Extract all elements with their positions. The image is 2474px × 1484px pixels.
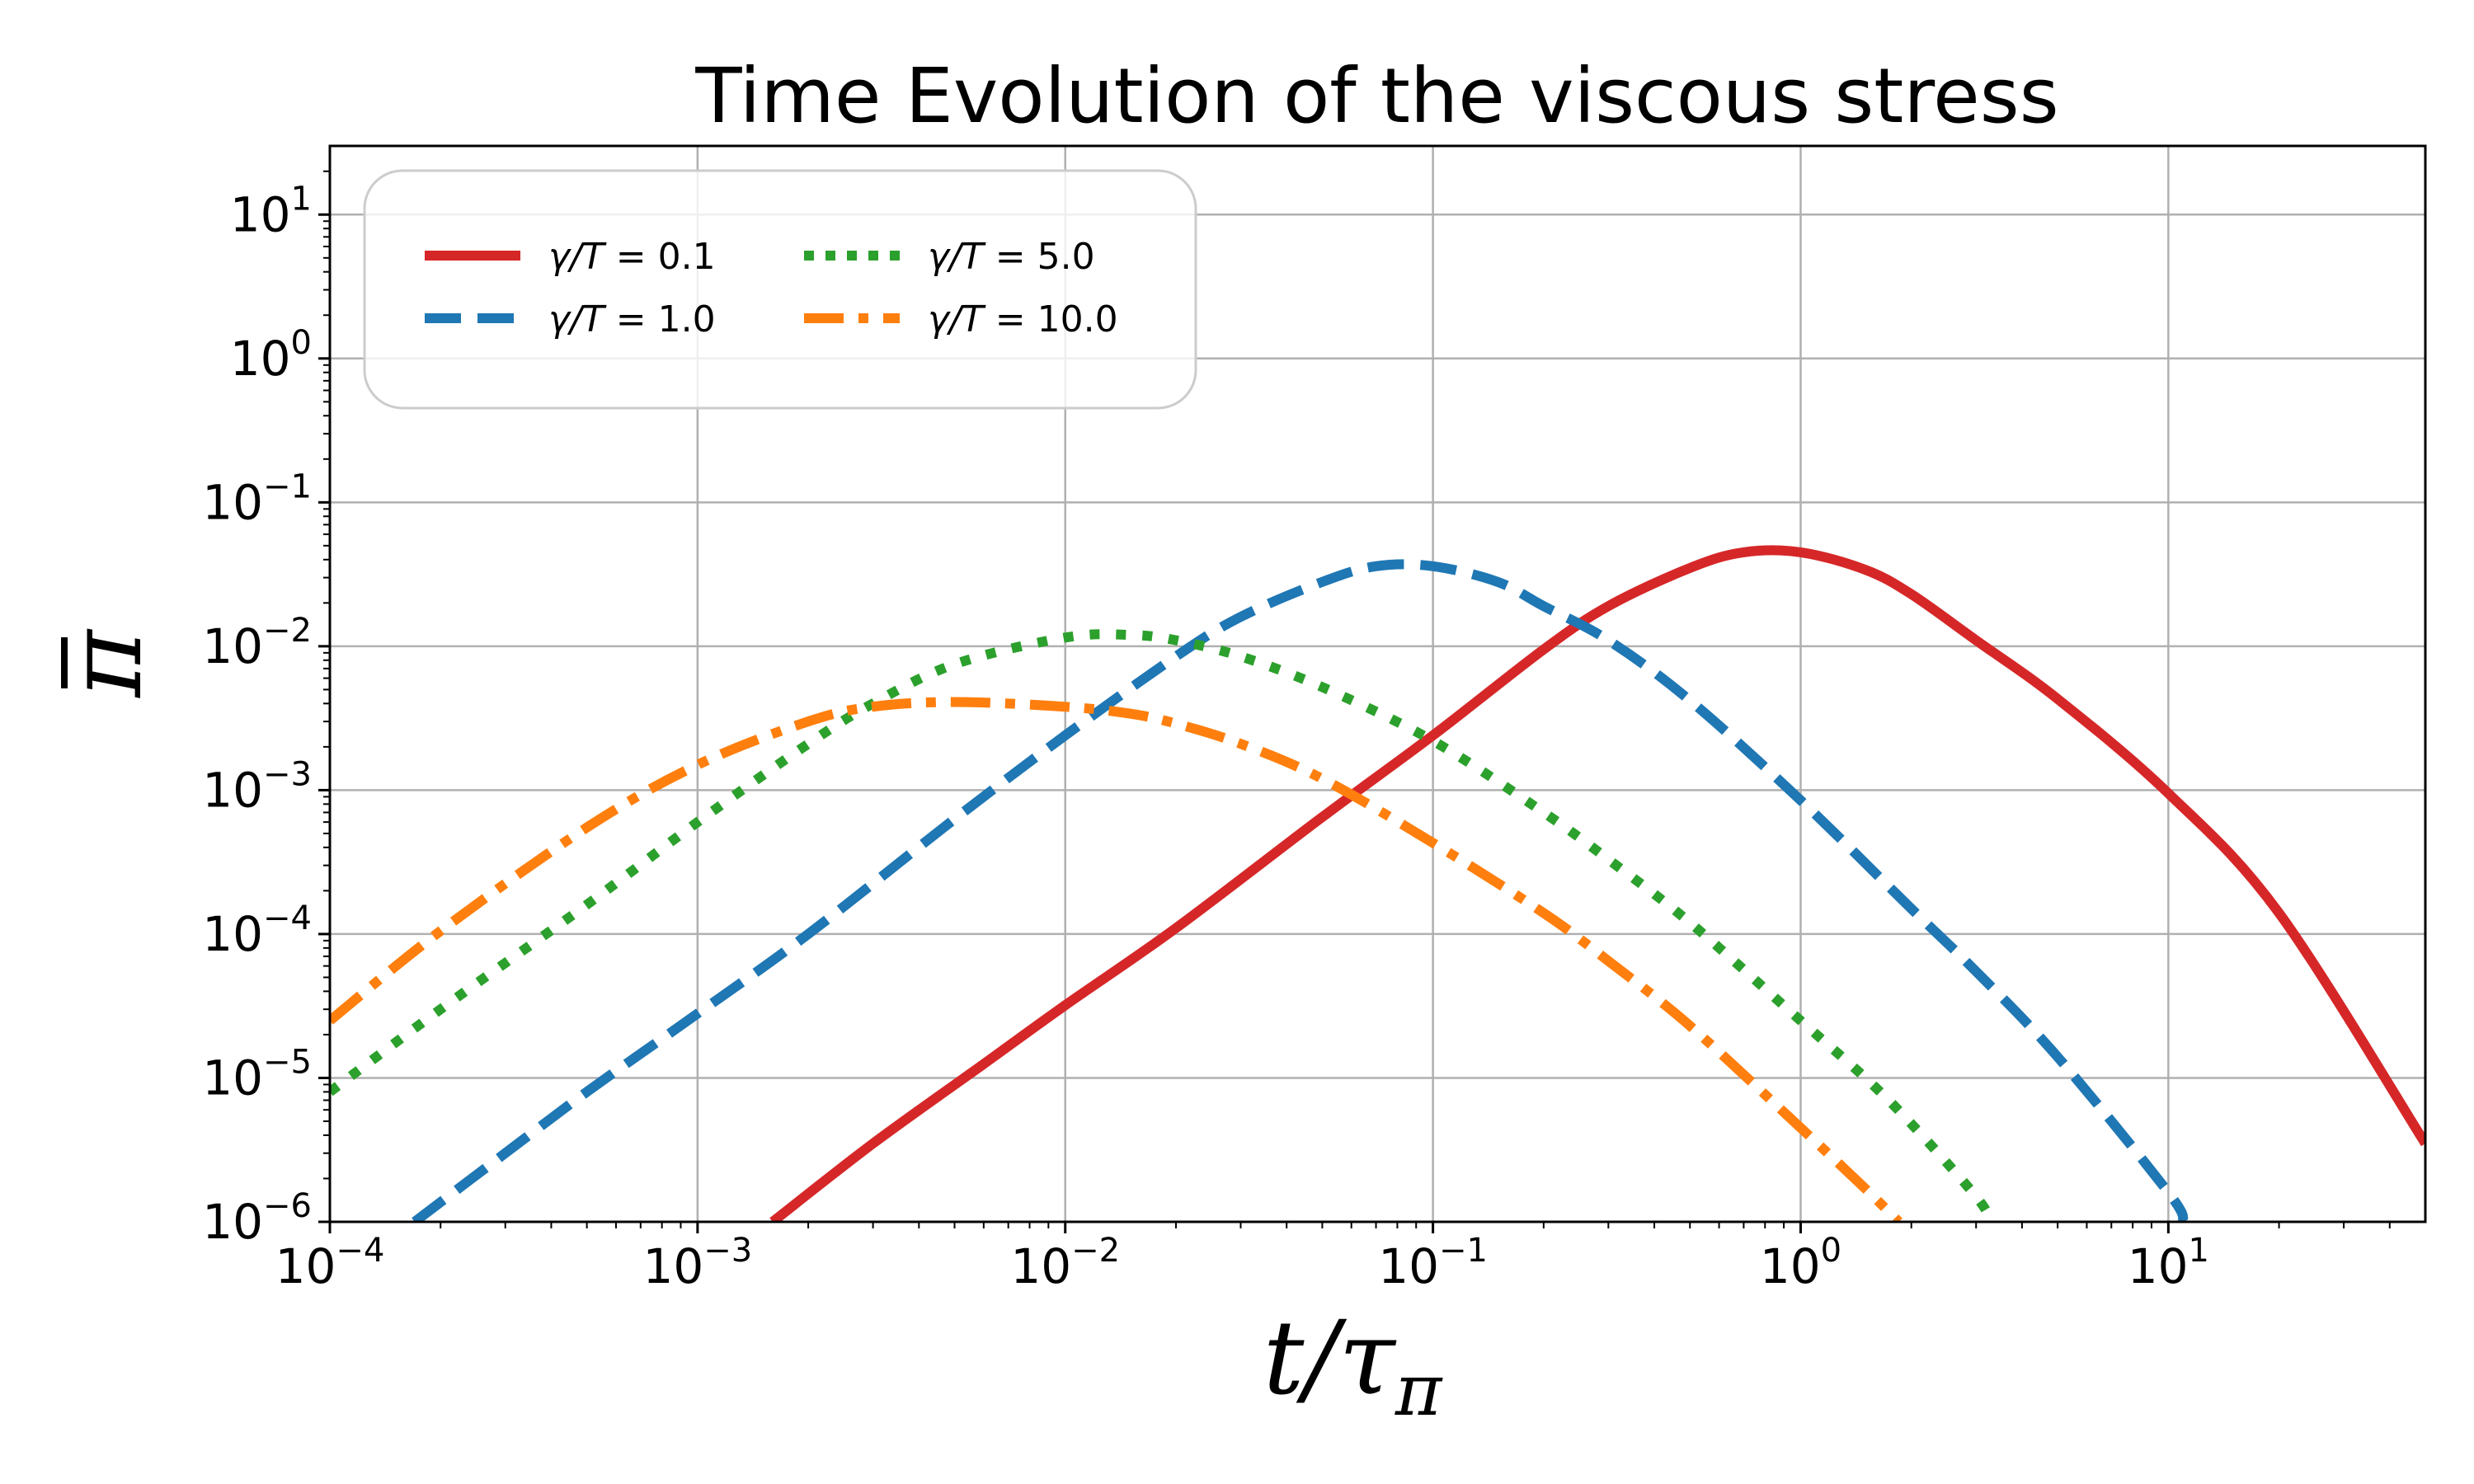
series-line-0 — [769, 545, 2425, 1222]
legend: γ/T = 0.1 γ/T = 1.0 γ/T = 5.0 γ/T = 10.0 — [363, 169, 1197, 410]
x-tick-label: 101 — [2128, 1232, 2209, 1294]
legend-label-0: γ/T = 0.1 — [548, 236, 716, 278]
y-ticks: 10−6 10−5 10−4 10−3 10−2 10−1 100 101 — [202, 180, 330, 1250]
y-tick-label: 10−6 — [202, 1187, 312, 1250]
y-axis-label: π — [46, 628, 165, 699]
legend-box — [363, 169, 1197, 410]
y-tick-label: 10−2 — [202, 612, 312, 674]
series-line-3 — [330, 697, 1903, 1222]
y-tick-label: 100 — [230, 324, 312, 387]
y-tick-label: 101 — [230, 180, 312, 242]
x-tick-label: 10−2 — [1010, 1232, 1120, 1294]
chart-title: Time Evolution of the viscous stress — [694, 52, 2058, 140]
y-tick-label: 10−3 — [202, 755, 312, 818]
x-tick-label: 10−4 — [275, 1232, 385, 1294]
legend-label-2: γ/T = 5.0 — [928, 236, 1095, 278]
legend-label-3: γ/T = 10.0 — [928, 298, 1118, 340]
y-tick-label: 10−4 — [202, 899, 312, 962]
y-tick-label: 10−5 — [202, 1043, 312, 1106]
x-tick-label: 10−3 — [642, 1232, 752, 1294]
legend-label-1: γ/T = 1.0 — [548, 298, 716, 340]
series-line-1 — [412, 559, 2189, 1222]
plot-frame — [328, 144, 2427, 1223]
y-tick-label: 10−1 — [202, 467, 312, 530]
x-tick-label: 100 — [1760, 1232, 1841, 1294]
x-ticks: 10−4 10−3 10−2 10−1 100 101 — [275, 1222, 2209, 1294]
x-tick-label: 10−1 — [1378, 1232, 1488, 1294]
series-layer — [330, 545, 2425, 1222]
